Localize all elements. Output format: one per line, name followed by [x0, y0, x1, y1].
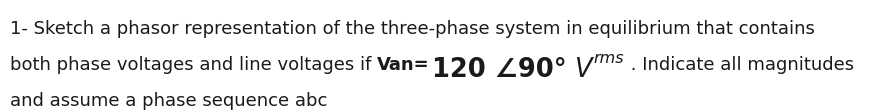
Text: and assume a phase sequence abc: and assume a phase sequence abc — [10, 91, 327, 109]
Text: rms: rms — [593, 51, 624, 65]
Text: 120 ∠90°: 120 ∠90° — [432, 56, 575, 82]
Text: Van=: Van= — [377, 56, 430, 73]
Text: . Indicate all magnitudes: . Indicate all magnitudes — [625, 56, 854, 73]
Text: 1- Sketch a phasor representation of the three-phase system in equilibrium that : 1- Sketch a phasor representation of the… — [10, 20, 815, 38]
Text: V: V — [575, 56, 593, 82]
Text: both phase voltages and line voltages if: both phase voltages and line voltages if — [10, 56, 377, 73]
